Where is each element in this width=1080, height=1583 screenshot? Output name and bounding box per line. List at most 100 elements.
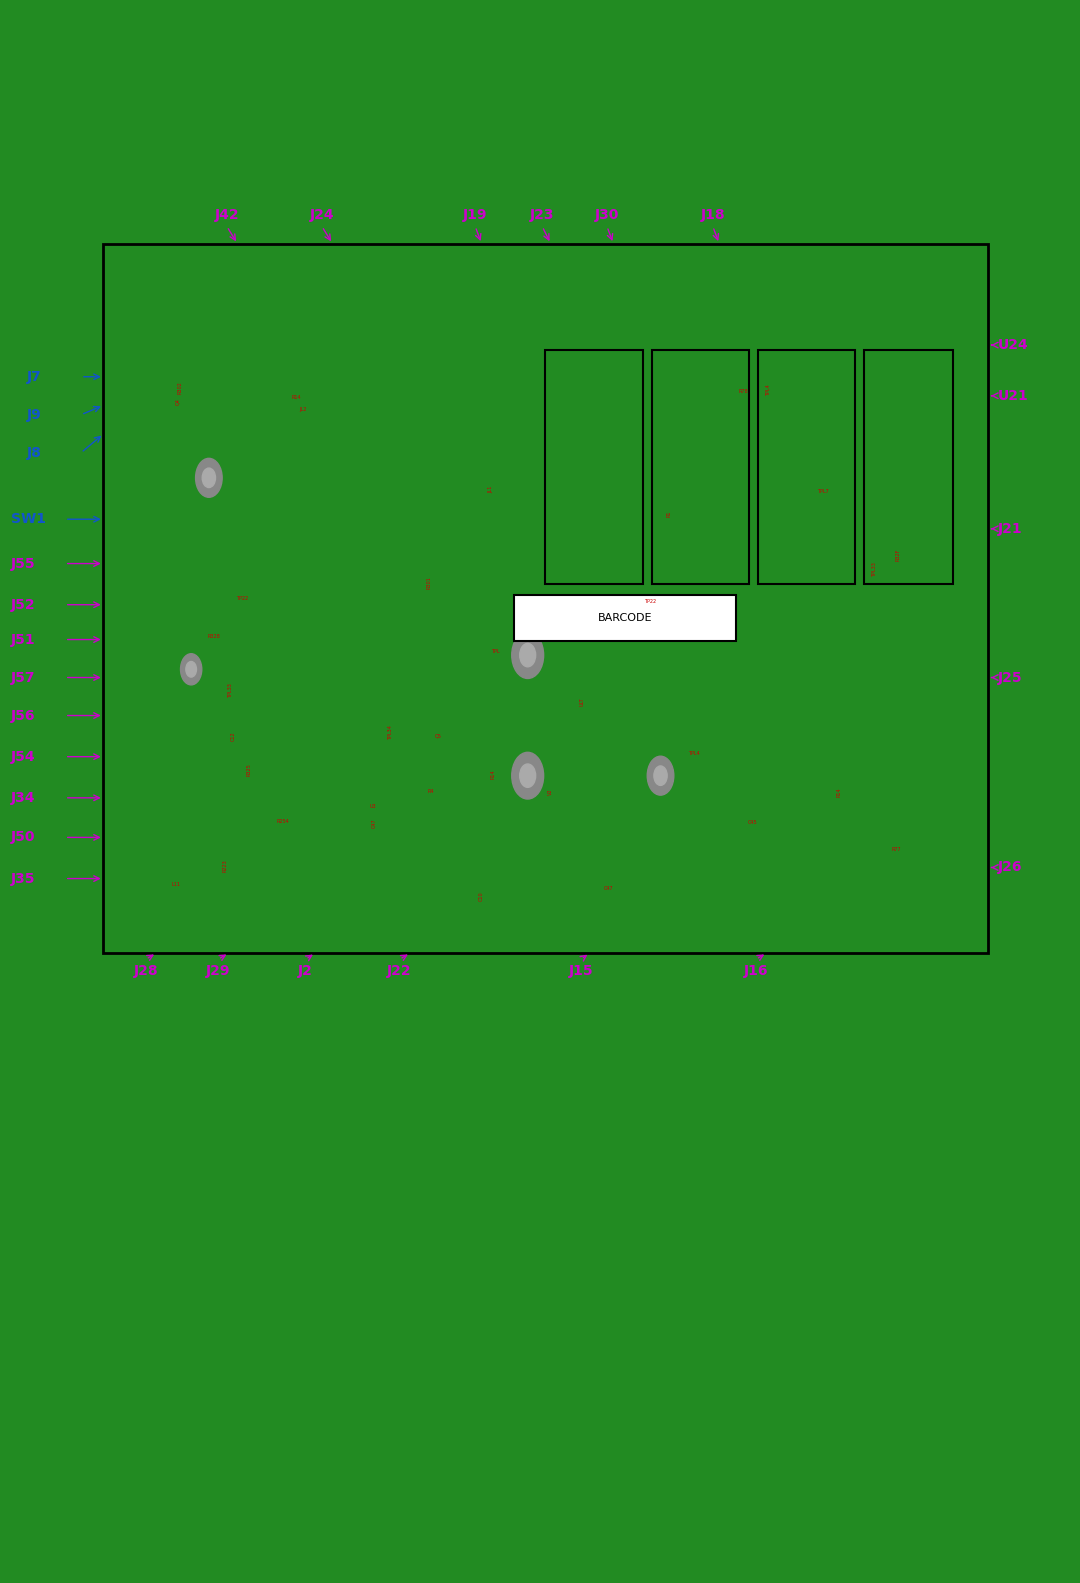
Bar <box>107 399 145 426</box>
Bar <box>368 400 395 415</box>
Bar <box>156 269 900 339</box>
Text: Figure. Layout of Function EVB: Figure. Layout of Function EVB <box>393 985 687 1000</box>
Text: USI: USI <box>30 33 51 44</box>
Bar <box>282 353 296 375</box>
Bar <box>545 413 643 445</box>
Bar <box>501 924 526 942</box>
Text: 頁  7: 頁 7 <box>1012 1526 1037 1539</box>
Bar <box>703 924 728 942</box>
Bar <box>351 712 413 755</box>
Bar <box>340 353 354 375</box>
Bar <box>253 470 360 598</box>
Text: J15: J15 <box>569 964 593 978</box>
Circle shape <box>653 766 667 785</box>
Bar <box>183 541 208 556</box>
Bar <box>227 782 253 796</box>
Bar <box>696 358 734 435</box>
Circle shape <box>696 290 715 318</box>
Bar <box>107 763 145 790</box>
Text: JL2: JL2 <box>299 407 307 413</box>
Bar <box>758 350 855 584</box>
Bar <box>107 602 145 628</box>
Bar <box>230 283 241 326</box>
Bar <box>413 461 440 470</box>
Bar <box>651 350 750 584</box>
Circle shape <box>470 285 497 323</box>
Bar <box>545 530 643 564</box>
Bar <box>301 353 315 375</box>
Bar <box>750 662 873 719</box>
Bar <box>804 924 828 942</box>
Bar <box>545 350 643 584</box>
Bar <box>253 712 333 769</box>
Circle shape <box>774 290 794 318</box>
Bar <box>160 279 297 329</box>
Circle shape <box>700 296 711 312</box>
Bar <box>648 358 688 435</box>
Bar <box>742 358 782 435</box>
Text: TPL33: TPL33 <box>228 684 233 698</box>
Text: J56: J56 <box>11 709 36 722</box>
Bar <box>103 339 505 953</box>
Circle shape <box>859 296 869 312</box>
Bar <box>174 407 227 442</box>
Bar <box>164 924 189 942</box>
Bar <box>227 633 262 655</box>
Text: SW1: SW1 <box>11 513 45 526</box>
Bar <box>366 924 391 942</box>
Text: and shall not be distributed,: and shall not be distributed, <box>663 1493 835 1505</box>
Circle shape <box>854 290 874 318</box>
Bar <box>737 924 761 942</box>
Bar <box>183 727 208 741</box>
Circle shape <box>519 643 536 666</box>
Text: TPL: TPL <box>491 649 500 654</box>
Bar <box>107 440 145 467</box>
Bar <box>181 283 191 326</box>
Text: USI: USI <box>540 1526 564 1539</box>
Bar <box>224 353 238 375</box>
Bar <box>247 283 257 326</box>
Text: U21: U21 <box>998 389 1028 402</box>
Bar <box>191 461 218 470</box>
Bar <box>183 882 208 896</box>
Bar <box>836 358 876 435</box>
Bar <box>434 924 459 942</box>
Bar <box>563 782 687 839</box>
Bar <box>199 924 224 942</box>
Bar <box>232 924 257 942</box>
Bar <box>299 924 324 942</box>
Text: J42: J42 <box>215 207 239 222</box>
Bar <box>864 350 953 584</box>
Text: C47: C47 <box>604 885 613 891</box>
Text: J51: J51 <box>11 633 36 646</box>
Text: R14: R14 <box>837 787 842 796</box>
Bar <box>174 470 227 513</box>
Text: R32F: R32F <box>895 548 901 560</box>
Bar <box>535 924 559 942</box>
Circle shape <box>476 293 490 315</box>
Bar <box>636 924 661 942</box>
Text: TPL33: TPL33 <box>872 562 877 576</box>
Bar <box>183 584 208 598</box>
Bar <box>368 461 395 470</box>
Bar <box>554 358 594 435</box>
Text: BARCODE: BARCODE <box>598 613 652 622</box>
Bar <box>107 883 145 910</box>
Text: Universal Scientific Industrial Co., Ltd.: Universal Scientific Industrial Co., Ltd… <box>404 1493 663 1505</box>
Text: R4: R4 <box>428 788 434 795</box>
Bar <box>107 641 145 668</box>
Text: R254: R254 <box>276 818 289 823</box>
Bar <box>333 924 357 942</box>
Text: J50: J50 <box>11 831 36 844</box>
Bar <box>377 283 387 326</box>
Bar <box>468 924 492 942</box>
Bar <box>401 924 424 942</box>
Bar <box>563 372 723 442</box>
Bar <box>651 472 750 503</box>
Bar <box>514 595 735 641</box>
Bar <box>244 407 315 442</box>
Bar <box>107 722 145 749</box>
Bar <box>27 13 92 63</box>
Bar <box>758 413 855 445</box>
Text: C10: C10 <box>478 891 484 901</box>
